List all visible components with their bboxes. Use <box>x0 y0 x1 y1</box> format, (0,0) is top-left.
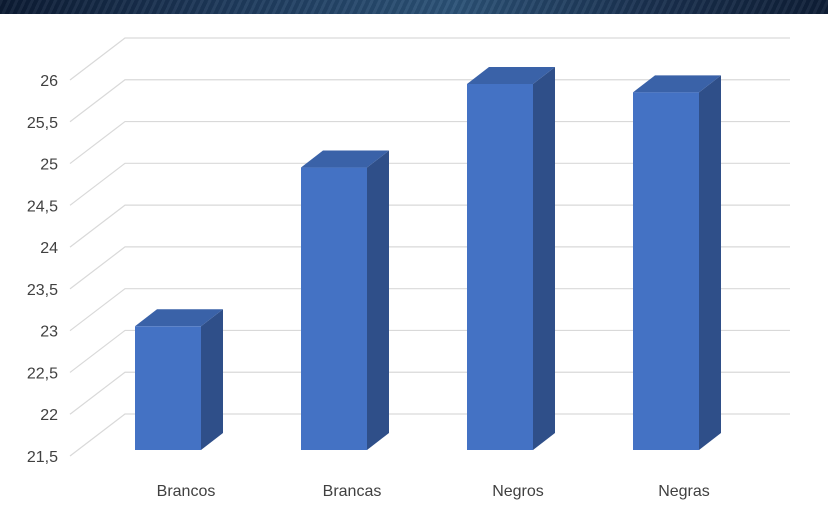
y-tick-label: 23,5 <box>27 282 58 299</box>
y-tick-label: 24,5 <box>27 198 58 215</box>
y-tick-label: 22 <box>40 407 58 424</box>
bar-front-face <box>301 167 367 451</box>
bar-top-face <box>467 67 555 84</box>
gridline <box>69 204 790 248</box>
bar-front-face <box>135 326 201 450</box>
gridline <box>69 79 790 123</box>
bar-front-face <box>633 92 699 450</box>
bar-side-face <box>201 309 223 450</box>
gridline <box>69 413 790 457</box>
gridline <box>69 371 790 415</box>
x-category-label: Brancos <box>157 483 216 500</box>
bar-side-face <box>367 150 389 451</box>
bar-negras <box>633 75 721 450</box>
bar-front-face <box>467 84 533 450</box>
y-axis-tick-labels: 21,5 22 22,5 23 23,5 24 24,5 25 25,5 26 <box>27 73 58 466</box>
y-tick-label: 25,5 <box>27 115 58 132</box>
x-category-label: Negras <box>658 483 710 500</box>
bars <box>135 67 721 451</box>
x-category-label: Brancas <box>323 483 382 500</box>
x-axis-category-labels: Brancos Brancas Negros Negras <box>157 483 710 500</box>
gridline <box>69 246 790 290</box>
y-tick-label: 21,5 <box>27 449 58 466</box>
y-tick-label: 22,5 <box>27 365 58 382</box>
y-tick-label: 26 <box>40 73 58 90</box>
bar-brancas <box>301 150 389 451</box>
y-tick-label: 25 <box>40 157 58 174</box>
bar-top-face <box>301 150 389 168</box>
gridline <box>69 120 790 165</box>
bar-brancos <box>135 309 223 450</box>
top-band-texture <box>0 0 828 14</box>
bar-side-face <box>699 75 721 450</box>
bar-negros <box>467 67 555 450</box>
y-tick-label: 23 <box>40 324 58 341</box>
gridline <box>69 162 790 206</box>
x-category-label: Negros <box>492 483 544 500</box>
bar-top-face <box>633 75 721 93</box>
gridline <box>69 37 790 81</box>
bar-top-face <box>135 309 223 327</box>
bar-side-face <box>533 67 555 450</box>
gridlines <box>69 37 790 457</box>
gridline <box>69 329 790 373</box>
y-tick-label: 24 <box>40 240 58 257</box>
top-decorative-band <box>0 0 828 14</box>
gridline <box>69 288 790 332</box>
